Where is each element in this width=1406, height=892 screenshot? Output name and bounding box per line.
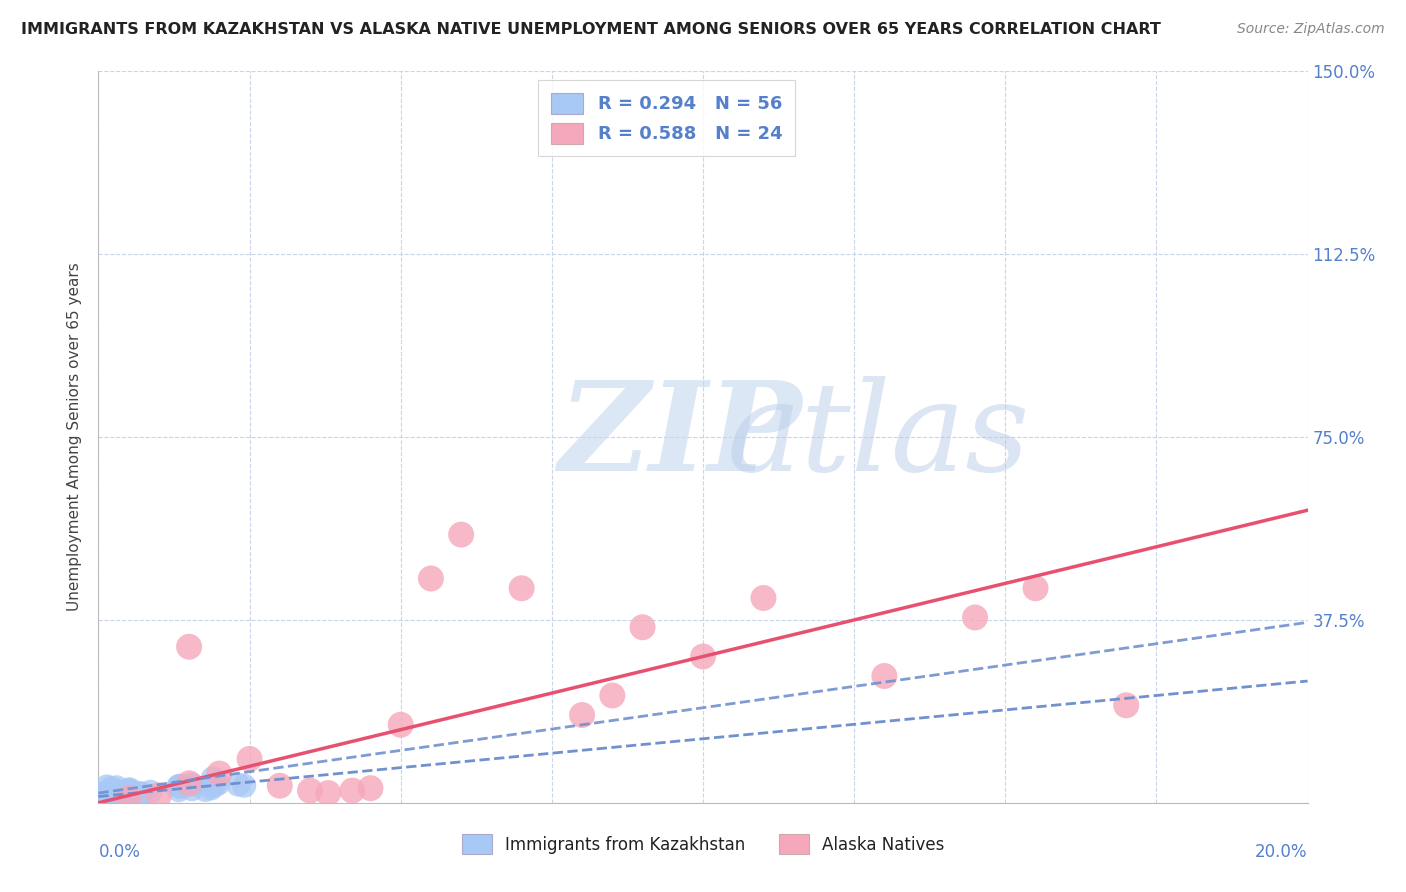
Point: [360, 781, 382, 796]
Point: [105, 780, 128, 795]
Text: atlas: atlas: [727, 376, 1031, 498]
Point: [571, 708, 593, 723]
Point: [103, 789, 125, 804]
Point: [112, 789, 135, 803]
Point: [1115, 698, 1137, 713]
Point: [389, 718, 412, 732]
Point: [112, 790, 135, 805]
Point: [101, 790, 124, 805]
Point: [752, 591, 775, 605]
Point: [98, 791, 121, 805]
Point: [90, 792, 112, 806]
Point: [127, 789, 149, 804]
Point: [94, 787, 117, 801]
Point: [118, 783, 141, 797]
Point: [602, 689, 624, 703]
Y-axis label: Unemployment Among Seniors over 65 years: Unemployment Among Seniors over 65 years: [67, 263, 83, 611]
Point: [128, 786, 150, 800]
Point: [873, 669, 896, 683]
Point: [101, 786, 124, 800]
Point: [107, 786, 129, 800]
Point: [122, 786, 145, 800]
Point: [965, 610, 987, 624]
Point: [181, 777, 204, 791]
Point: [97, 792, 120, 806]
Point: [108, 790, 131, 805]
Point: [148, 789, 170, 803]
Point: [107, 790, 129, 805]
Point: [118, 784, 141, 798]
Point: [129, 786, 152, 800]
Point: [111, 786, 134, 800]
Point: [692, 649, 714, 664]
Point: [631, 620, 654, 634]
Text: ZIP: ZIP: [558, 376, 801, 498]
Point: [233, 779, 256, 793]
Point: [118, 791, 141, 805]
Point: [105, 789, 128, 804]
Point: [167, 779, 190, 793]
Point: [103, 789, 125, 804]
Point: [96, 780, 118, 794]
Point: [179, 776, 201, 790]
Point: [269, 779, 291, 793]
Point: [342, 783, 364, 797]
Point: [103, 791, 125, 805]
Point: [105, 784, 128, 798]
Point: [1024, 581, 1046, 595]
Text: Source: ZipAtlas.com: Source: ZipAtlas.com: [1237, 22, 1385, 37]
Point: [125, 788, 148, 802]
Point: [90, 787, 112, 801]
Point: [200, 781, 222, 796]
Point: [100, 783, 122, 797]
Point: [169, 779, 191, 793]
Point: [118, 782, 141, 797]
Point: [316, 786, 339, 800]
Point: [118, 790, 141, 805]
Point: [201, 771, 224, 785]
Point: [207, 777, 229, 791]
Point: [139, 785, 162, 799]
Point: [167, 783, 190, 797]
Text: IMMIGRANTS FROM KAZAKHSTAN VS ALASKA NATIVE UNEMPLOYMENT AMONG SENIORS OVER 65 Y: IMMIGRANTS FROM KAZAKHSTAN VS ALASKA NAT…: [21, 22, 1161, 37]
Text: 0.0%: 0.0%: [98, 843, 141, 861]
Point: [194, 783, 217, 797]
Point: [91, 792, 114, 806]
Point: [450, 527, 472, 541]
Point: [105, 788, 128, 802]
Point: [239, 752, 262, 766]
Point: [179, 640, 201, 654]
Point: [169, 780, 191, 794]
Point: [100, 781, 122, 796]
Point: [125, 789, 148, 804]
Point: [97, 788, 120, 802]
Point: [510, 581, 533, 595]
Text: 20.0%: 20.0%: [1256, 843, 1308, 861]
Legend: Immigrants from Kazakhstan, Alaska Natives: Immigrants from Kazakhstan, Alaska Nativ…: [456, 828, 950, 860]
Point: [112, 789, 135, 804]
Point: [208, 766, 231, 780]
Point: [420, 572, 443, 586]
Point: [90, 791, 112, 805]
Point: [100, 790, 122, 805]
Point: [226, 778, 249, 792]
Point: [97, 788, 120, 802]
Point: [90, 791, 112, 805]
Point: [110, 790, 132, 805]
Point: [299, 783, 322, 797]
Point: [90, 790, 112, 805]
Point: [204, 779, 226, 793]
Point: [180, 782, 202, 797]
